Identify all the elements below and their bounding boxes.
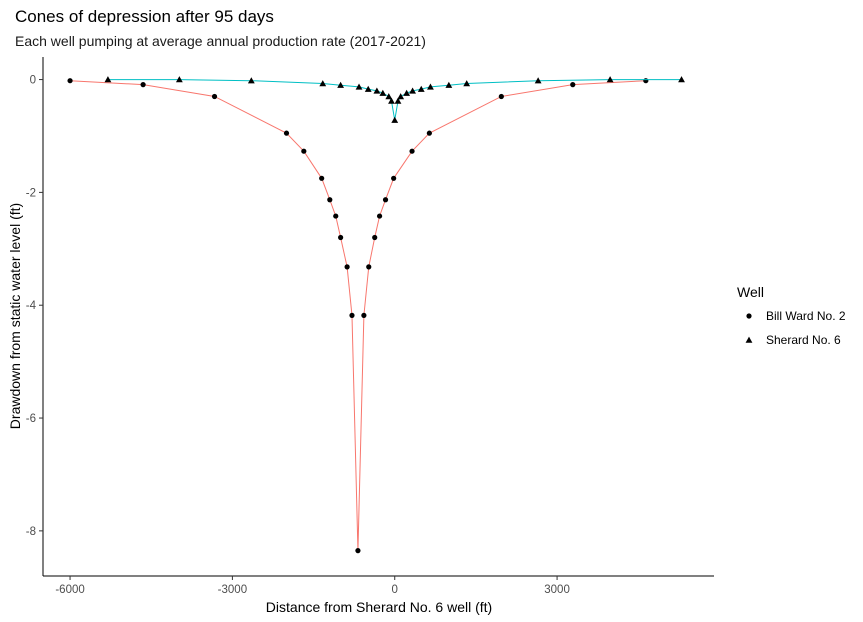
data-point-circle bbox=[355, 548, 361, 554]
data-point-triangle bbox=[409, 87, 416, 94]
data-point-circle bbox=[391, 175, 397, 181]
data-point-circle bbox=[349, 312, 355, 318]
x-tick-label: 0 bbox=[392, 584, 398, 596]
y-tick-label: -4 bbox=[26, 300, 37, 312]
data-point-triangle bbox=[534, 77, 542, 84]
legend-items: Bill Ward No. 2 Sherard No. 6 bbox=[745, 309, 846, 347]
data-point-triangle bbox=[337, 81, 345, 88]
data-point-triangle bbox=[364, 85, 372, 92]
series-line bbox=[70, 80, 646, 551]
data-point-circle bbox=[643, 78, 649, 84]
legend-key-circle bbox=[746, 313, 752, 319]
data-point-circle bbox=[211, 93, 218, 100]
data-point-circle bbox=[382, 197, 389, 203]
data-point-triangle bbox=[445, 81, 453, 88]
x-axis-title: Distance from Sherard No. 6 well (ft) bbox=[266, 599, 492, 615]
legend-title: Well bbox=[737, 284, 764, 300]
y-tick-label: -8 bbox=[26, 526, 36, 538]
series-layer bbox=[67, 76, 685, 554]
legend-key-triangle bbox=[745, 336, 753, 343]
x-axis-ticks: -6000 -3000 0 3000 bbox=[55, 576, 570, 596]
data-point-triangle bbox=[606, 76, 614, 83]
chart-subtitle: Each well pumping at average annual prod… bbox=[15, 33, 426, 49]
data-point-circle bbox=[338, 234, 344, 241]
data-point-triangle bbox=[355, 83, 363, 90]
legend-label: Sherard No. 6 bbox=[766, 333, 841, 347]
data-point-triangle bbox=[427, 83, 434, 90]
data-point-triangle bbox=[247, 77, 255, 84]
chart-title: Cones of depression after 95 days bbox=[15, 7, 274, 26]
data-point-circle bbox=[333, 213, 339, 219]
x-tick-label: 3000 bbox=[544, 584, 570, 596]
data-point-circle bbox=[319, 175, 325, 181]
data-point-circle bbox=[376, 213, 383, 219]
data-point-circle bbox=[140, 82, 146, 88]
y-tick-label: 0 bbox=[30, 75, 36, 87]
legend: Well Bill Ward No. 2 Sherard No. 6 bbox=[737, 284, 846, 347]
y-tick-label: -6 bbox=[26, 413, 36, 425]
data-point-circle bbox=[570, 82, 576, 88]
plot-area: -6000 -3000 0 3000 0 -2 -4 -6 -8 bbox=[26, 57, 714, 596]
data-point-circle bbox=[366, 264, 372, 270]
data-point-triangle bbox=[463, 80, 471, 87]
data-point-triangle bbox=[175, 76, 183, 83]
y-tick-label: -2 bbox=[26, 187, 36, 199]
data-point-triangle bbox=[379, 89, 387, 96]
series-line bbox=[107, 79, 682, 121]
data-point-circle bbox=[426, 130, 432, 136]
data-point-circle bbox=[67, 78, 73, 84]
data-point-triangle bbox=[388, 97, 395, 104]
series-1 bbox=[67, 78, 649, 554]
x-tick-label: -3000 bbox=[218, 584, 247, 596]
x-tick-label: -6000 bbox=[55, 584, 84, 596]
data-point-circle bbox=[283, 130, 290, 136]
data-point-circle bbox=[301, 148, 307, 154]
data-point-triangle bbox=[417, 85, 425, 92]
data-point-triangle bbox=[394, 97, 402, 104]
data-point-triangle bbox=[397, 93, 405, 100]
data-point-circle bbox=[372, 234, 378, 241]
y-axis-ticks: 0 -2 -4 -6 -8 bbox=[26, 75, 43, 538]
data-point-circle bbox=[344, 264, 350, 270]
data-point-circle bbox=[498, 93, 504, 100]
data-point-triangle bbox=[104, 76, 112, 83]
data-point-circle bbox=[361, 312, 367, 318]
series-2 bbox=[104, 76, 685, 123]
data-point-triangle bbox=[403, 89, 411, 96]
y-axis-title: Drawdown from static water level (ft) bbox=[7, 203, 23, 429]
data-point-circle bbox=[327, 197, 333, 203]
data-point-triangle bbox=[385, 93, 393, 100]
data-point-circle bbox=[409, 148, 415, 154]
data-point-triangle bbox=[391, 116, 399, 123]
legend-label: Bill Ward No. 2 bbox=[766, 309, 846, 323]
data-point-triangle bbox=[678, 76, 685, 83]
data-point-triangle bbox=[373, 87, 381, 94]
data-point-triangle bbox=[319, 80, 327, 87]
